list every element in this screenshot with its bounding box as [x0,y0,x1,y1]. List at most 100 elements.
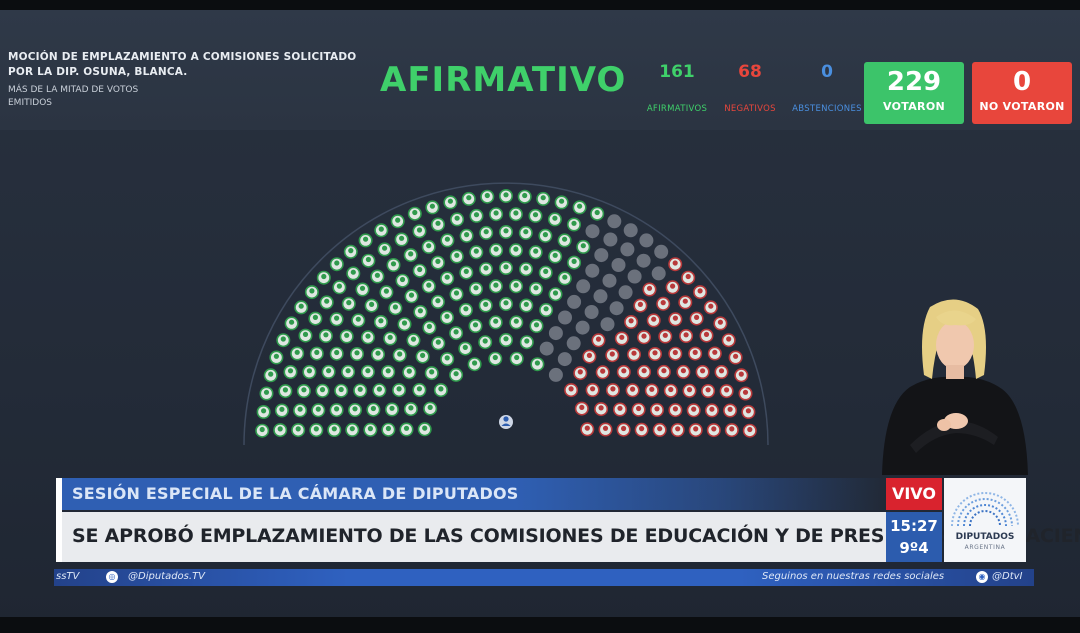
seat [431,336,446,351]
seat [388,301,403,316]
seat [594,248,609,263]
seat [394,232,409,247]
seat [478,298,493,313]
seat [294,300,309,315]
seat [627,269,642,284]
seat [350,347,365,362]
seat [656,296,671,311]
seat [741,404,756,419]
seat [390,214,405,229]
seat [518,262,533,277]
seat [548,249,563,264]
seat [713,316,728,331]
seat [509,279,524,294]
seat [263,368,278,383]
instagram-icon: ◎ [106,571,118,583]
seat [576,239,591,254]
seat [316,270,331,285]
seat [706,423,721,438]
diputados-logo-icon [951,492,1019,527]
seat [611,258,626,273]
seat [682,383,697,398]
seat [370,269,385,284]
seat [278,384,293,399]
hemicycle-outline [243,182,769,446]
headline: SE APROBÓ EMPLAZAMIENTO DE LAS COMISIONE… [72,525,1080,547]
seat [469,208,484,223]
social-follow-text: Seguinos en nuestras redes sociales [762,571,945,582]
seat [308,311,323,326]
seat [612,402,627,417]
seat [644,383,659,398]
seat [573,366,588,381]
seat [450,212,465,227]
seat [440,352,455,367]
seat [315,383,330,398]
seat [296,384,311,399]
seat [283,365,298,380]
seat [518,225,533,240]
seat [656,364,671,379]
seat [607,214,622,229]
lower-third-accent [56,478,62,562]
seat [478,335,493,350]
seat [626,347,641,362]
seat [346,266,361,281]
seat [728,350,743,365]
seat [567,294,582,309]
seat [554,195,569,210]
seat [695,365,710,380]
seat [548,367,563,382]
seat [321,364,336,379]
seat [688,423,703,438]
seat [528,282,543,297]
no-votaron-box: 0 NO VOTARON [972,62,1072,124]
seat [392,348,407,363]
seat [647,347,662,362]
seat [327,422,342,437]
vote-header: MOCIÓN DE EMPLAZAMIENTO A COMISIONES SOL… [0,10,1080,130]
seat [575,320,590,335]
abstenciones-count: 0 [821,62,833,82]
seat [430,255,445,270]
seat [363,422,378,437]
seat [449,249,464,264]
seat [557,233,572,248]
seat [699,328,714,343]
seat [276,333,291,348]
seat [449,367,464,382]
seat [291,423,306,438]
seat [422,320,437,335]
seat [353,383,368,398]
seat [701,384,716,399]
seat [469,245,484,260]
seat [547,212,562,227]
seat [479,262,494,277]
seat [329,312,344,327]
lower-third-headline-bar: SE APROBÓ EMPLAZAMIENTO DE LAS COMISIONE… [62,512,1080,562]
seat [498,297,513,312]
seat [724,423,739,438]
seat [302,365,317,380]
logo-country: ARGENTINA [964,544,1006,551]
abstenciones-label: ABSTENCIONES [792,104,862,114]
seat [413,305,428,320]
seat [348,402,363,417]
seat [585,224,600,239]
seat [358,233,373,248]
seat [273,423,288,438]
seat [703,300,718,315]
seat [566,336,581,351]
seat [379,285,394,300]
seat [458,303,473,318]
votaron-count: 229 [886,67,942,97]
seat [440,233,455,248]
seat [284,316,299,331]
seat [742,423,757,438]
seat [508,243,523,258]
seat [738,386,753,401]
seat [488,315,503,330]
seat [689,311,704,326]
seat [397,317,412,332]
seat [539,303,554,318]
